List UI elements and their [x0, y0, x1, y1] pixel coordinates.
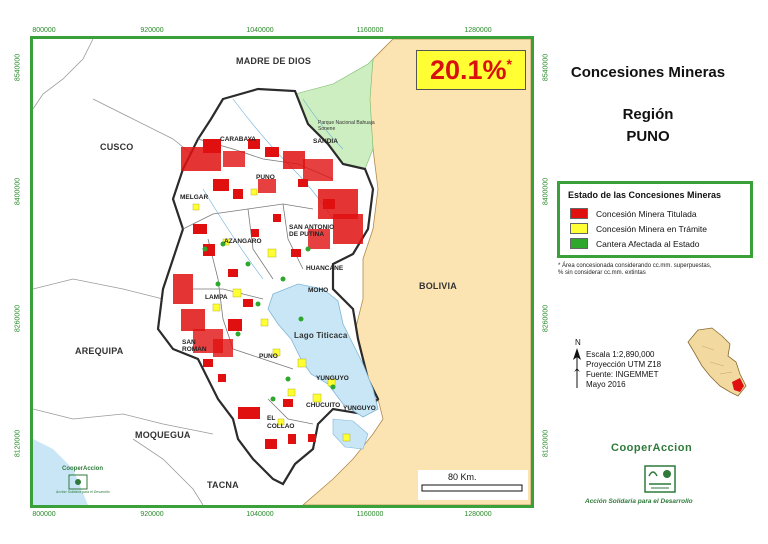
label-lake-titicaca: Lago Titicaca	[294, 331, 348, 340]
label-san-antonio-de-putina: SAN ANTONIO DE PUTINA	[289, 224, 335, 238]
map-title: Concesiones Mineras	[570, 64, 726, 81]
map-svg	[33, 39, 531, 505]
pending-concessions	[192, 188, 351, 442]
map-frame: 800000	[30, 36, 534, 508]
label-madre-de-dios: MADRE DE DIOS	[236, 56, 312, 66]
coord-right-3: 8260000	[542, 304, 550, 333]
label-moho: MOHO	[308, 287, 329, 294]
province-borders	[182, 138, 334, 425]
coord-bottom-5: 1280000	[464, 511, 492, 518]
coord-left-1: 8540000	[14, 53, 22, 82]
info-date: Mayo 2016	[586, 380, 626, 389]
brand-name: CooperAccion	[611, 442, 693, 454]
small-brand-tagline: Acción Solidaria para el Desarrollo	[56, 490, 110, 494]
label-park: Parque Nacional Bahuaja Sonene	[318, 120, 375, 132]
label-san-roman: SAN ROMAN	[182, 339, 207, 353]
label-cusco: CUSCO	[100, 142, 134, 152]
label-bolivia: BOLIVIA	[419, 281, 457, 291]
lake-small-part	[332, 418, 369, 450]
coord-right-4: 8120000	[542, 429, 550, 458]
coord-left-4: 8120000	[14, 429, 22, 458]
brand-tagline: Acción Solidaria para el Desarrollo	[585, 498, 693, 505]
label-lampa: LAMPA	[205, 294, 228, 301]
scale-bar-box: 80 Km.	[418, 470, 528, 500]
coord-bottom-1: 800000	[32, 511, 56, 518]
label-sandia: SANDIA	[313, 138, 338, 145]
map-info: Escala 1:2,890,000 Proyección UTM Z18 Fu…	[586, 350, 661, 390]
coord-top-2: 920000	[140, 27, 164, 34]
label-carabaya: CARABAYA	[220, 136, 257, 143]
coord-top-3: 1040000	[246, 27, 274, 34]
legend-label-quarry: Cantera Afectada al Estado	[596, 238, 700, 249]
coord-top-5: 1280000	[464, 27, 492, 34]
label-azangaro: AZANGARO	[224, 238, 262, 245]
info-projection: Proyección UTM Z18	[586, 360, 662, 369]
scale-bar-icon	[421, 484, 523, 492]
label-arequipa: AREQUIPA	[75, 346, 124, 356]
legend: Estado de las Concesiones Mineras Conces…	[557, 181, 753, 258]
brand-emblem-icon	[644, 465, 676, 493]
legend-label-pending: Concesión Minera en Trámite	[596, 223, 708, 234]
label-moquegua: MOQUEGUA	[135, 430, 191, 440]
legend-label-titled: Concesión Minera Titulada	[596, 208, 697, 219]
coord-left-3: 8260000	[14, 304, 22, 333]
footnote-line-2: % sin considerar cc.mm. extintas	[558, 270, 646, 276]
legend-item-titled: Concesión Minera Titulada	[570, 208, 697, 220]
label-tacna: TACNA	[207, 480, 239, 490]
coord-top-4: 1160000	[356, 27, 384, 34]
label-puno-province: PUNO	[256, 174, 275, 181]
footnote-line-1: * Área concesionada considerando cc.mm. …	[558, 263, 712, 269]
coord-bottom-2: 920000	[140, 511, 164, 518]
region-name: PUNO	[626, 128, 670, 145]
coord-bottom-3: 1040000	[246, 511, 274, 518]
legend-swatch-pending	[570, 223, 588, 235]
north-arrow-icon	[573, 348, 581, 388]
titled-concessions	[173, 139, 363, 449]
label-puno-city: PUNO	[259, 353, 278, 360]
info-scale: Escala 1:2,890,000	[586, 350, 655, 359]
lake-titicaca	[267, 283, 379, 418]
small-brand-emblem-icon	[68, 474, 88, 490]
region-label: Región	[622, 106, 674, 123]
legend-title: Estado de las Concesiones Mineras	[568, 190, 722, 200]
legend-swatch-titled	[570, 208, 588, 220]
scale-bar-label: 80 Km.	[448, 472, 477, 482]
coord-top-1: 800000	[32, 27, 56, 34]
info-source: Fuente: INGEMMET	[586, 370, 659, 379]
label-huancane: HUANCANE	[306, 265, 344, 272]
coord-left-2: 8400000	[14, 177, 22, 206]
peru-inset-map	[687, 327, 747, 397]
legend-item-quarry: Cantera Afectada al Estado	[570, 238, 700, 250]
small-brand-name: CooperAccion	[62, 466, 104, 472]
legend-item-pending: Concesión Minera en Trámite	[570, 223, 707, 235]
percentage-value: 20.1%	[429, 55, 507, 85]
percentage-marker: *	[506, 56, 512, 72]
label-yunguyo-b: YUNGUYO	[343, 405, 376, 412]
label-yunguyo-a: YUNGUYO	[316, 375, 349, 382]
label-chucuito: CHUCUITO	[306, 402, 341, 409]
label-el-collao: EL COLLAO	[267, 415, 295, 430]
legend-swatch-quarry	[570, 238, 588, 250]
quarry-concessions	[202, 241, 336, 402]
label-melgar: MELGAR	[180, 194, 209, 201]
neighbor-borders	[33, 39, 214, 505]
coord-right-2: 8400000	[542, 177, 550, 206]
coord-bottom-4: 1160000	[356, 511, 384, 518]
percentage-highlight: 20.1%*	[416, 50, 526, 90]
footnote: * Área concesionada considerando cc.mm. …	[558, 263, 758, 277]
north-label: N	[575, 338, 581, 347]
